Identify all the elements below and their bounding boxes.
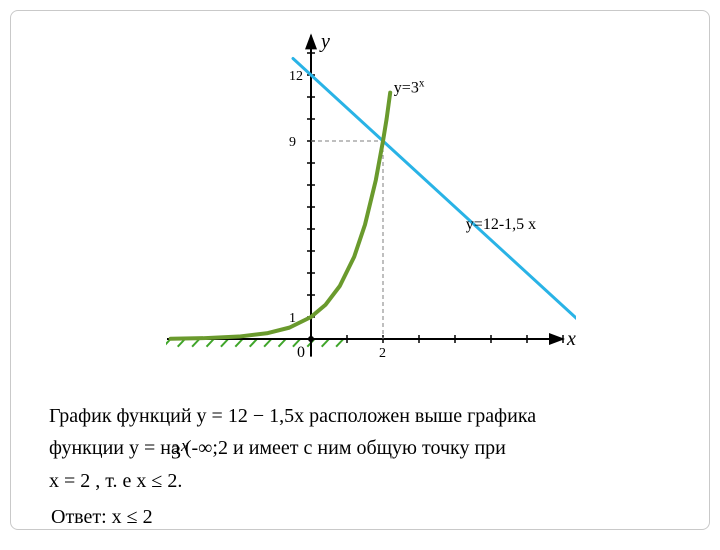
explanation-block: График функций y = 12 − 1,5x расположен … — [31, 403, 681, 530]
slide-card: y=12-1,5 xy=3x0281912xy График функций y… — [10, 10, 710, 530]
chart-area: y=12-1,5 xy=3x0281912xy — [166, 29, 576, 384]
svg-text:2: 2 — [379, 346, 386, 361]
svg-text:1: 1 — [289, 311, 296, 326]
exp-sup: x — [181, 436, 188, 455]
txt: функции y = на (-∞;2 — [49, 437, 228, 459]
svg-text:0: 0 — [297, 344, 305, 361]
answer-text: Ответ: x ≤ 2 — [51, 506, 153, 528]
svg-text:12: 12 — [289, 69, 303, 84]
explanation-line-2: функции y = на (-∞;23x и имеет с ним общ… — [31, 435, 681, 461]
expr-exp: 3x — [179, 435, 188, 466]
svg-text:y=3x: y=3x — [394, 78, 425, 97]
txt: График функций y = — [49, 405, 228, 427]
svg-text:x: x — [566, 328, 576, 350]
svg-text:9: 9 — [289, 135, 296, 150]
txt: и имеет с ним общую точку при — [228, 437, 506, 459]
exp-base: 3 — [171, 442, 181, 464]
txt: расположен выше графика — [304, 405, 536, 427]
expr-linear: 12 − 1,5x — [228, 405, 304, 427]
answer-line: Ответ: x ≤ 2 — [31, 504, 681, 530]
explanation-line-3: x = 2 , т. е x ≤ 2. — [31, 468, 681, 494]
explanation-line-1: График функций y = 12 − 1,5x расположен … — [31, 403, 681, 429]
txt: x = 2 , т. е x ≤ 2. — [49, 470, 182, 492]
svg-text:y: y — [319, 30, 330, 52]
svg-text:y=12-1,5 x: y=12-1,5 x — [466, 216, 536, 233]
chart-svg: y=12-1,5 xy=3x0281912xy — [166, 29, 576, 384]
